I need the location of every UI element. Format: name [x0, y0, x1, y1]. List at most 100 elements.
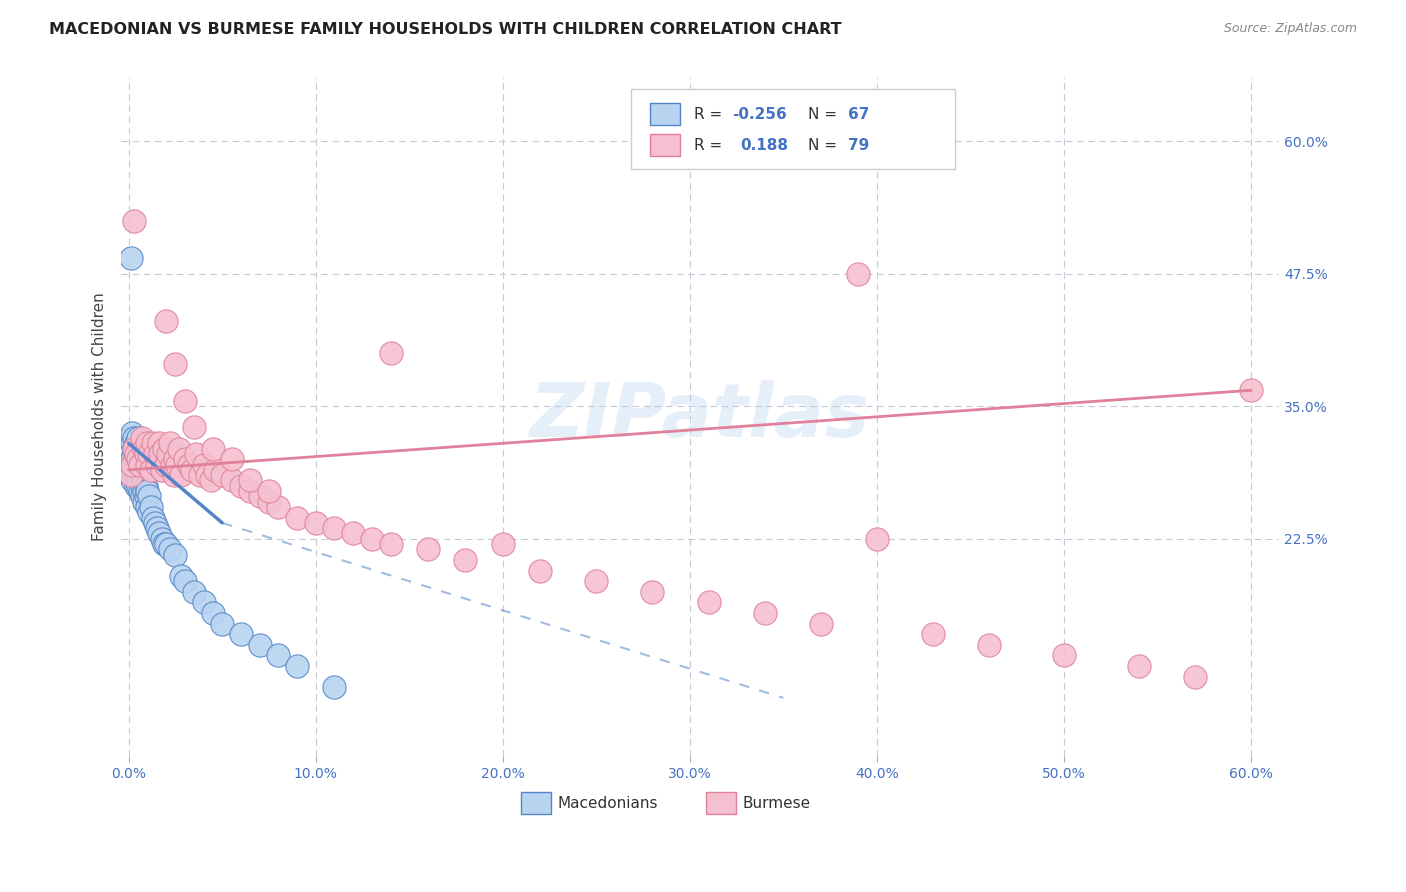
Point — [160, 458, 183, 472]
Point — [127, 431, 149, 445]
Point — [129, 458, 152, 472]
Point — [323, 521, 346, 535]
Point — [135, 447, 157, 461]
Point — [184, 447, 207, 461]
Point — [221, 452, 243, 467]
Text: ZIPatlas: ZIPatlas — [530, 380, 870, 453]
Point — [866, 532, 889, 546]
FancyBboxPatch shape — [631, 89, 955, 169]
Point — [153, 442, 176, 456]
Point — [125, 479, 148, 493]
Point — [121, 436, 143, 450]
Point — [257, 494, 280, 508]
Point — [492, 537, 515, 551]
Text: 0.188: 0.188 — [741, 137, 789, 153]
Point — [138, 447, 160, 461]
Point — [124, 458, 146, 472]
Point — [155, 458, 177, 472]
Point — [131, 479, 153, 493]
Point — [124, 458, 146, 472]
Point — [183, 420, 205, 434]
Point — [380, 537, 402, 551]
Point — [156, 447, 179, 461]
Point — [239, 484, 262, 499]
Point — [120, 431, 142, 445]
Point — [977, 638, 1000, 652]
Point — [132, 484, 155, 499]
Point — [159, 436, 181, 450]
Point — [416, 542, 439, 557]
Point — [267, 500, 290, 514]
Point — [145, 458, 167, 472]
Point — [121, 452, 143, 467]
Point — [124, 431, 146, 445]
Point — [249, 638, 271, 652]
Point — [138, 505, 160, 519]
Point — [173, 574, 195, 589]
Point — [124, 442, 146, 456]
Point — [127, 442, 149, 456]
Point — [380, 346, 402, 360]
Point — [153, 537, 176, 551]
Point — [165, 357, 187, 371]
Point — [124, 442, 146, 456]
Point — [121, 474, 143, 488]
Point — [183, 584, 205, 599]
Point — [127, 468, 149, 483]
Point — [127, 463, 149, 477]
Y-axis label: Family Households with Children: Family Households with Children — [93, 293, 107, 541]
Point — [143, 516, 166, 530]
Point — [150, 463, 173, 477]
Point — [1333, 532, 1355, 546]
Point — [136, 484, 159, 499]
Point — [285, 510, 308, 524]
Point — [155, 537, 177, 551]
Point — [121, 425, 143, 440]
Point — [120, 468, 142, 483]
Point — [131, 489, 153, 503]
Point — [193, 595, 215, 609]
Point — [148, 526, 170, 541]
Point — [454, 553, 477, 567]
Point — [1184, 670, 1206, 684]
Point — [754, 606, 776, 620]
Point — [249, 489, 271, 503]
Point — [135, 489, 157, 503]
Point — [285, 659, 308, 673]
Point — [149, 447, 172, 461]
Point — [124, 442, 146, 456]
Point — [221, 474, 243, 488]
Point — [165, 548, 187, 562]
Point — [529, 564, 551, 578]
Point — [125, 468, 148, 483]
Point — [127, 458, 149, 472]
Point — [229, 479, 252, 493]
Point — [1128, 659, 1150, 673]
Point — [810, 616, 832, 631]
Point — [177, 458, 200, 472]
Point — [173, 393, 195, 408]
Text: Source: ZipAtlas.com: Source: ZipAtlas.com — [1223, 22, 1357, 36]
Point — [697, 595, 720, 609]
Point — [173, 452, 195, 467]
Text: 79: 79 — [848, 137, 869, 153]
Point — [181, 463, 204, 477]
Point — [150, 532, 173, 546]
Point — [127, 452, 149, 467]
Point — [201, 606, 224, 620]
Point — [360, 532, 382, 546]
Point — [136, 458, 159, 472]
Point — [229, 627, 252, 641]
Point — [125, 447, 148, 461]
Point — [120, 463, 142, 477]
Point — [131, 431, 153, 445]
Point — [204, 463, 226, 477]
Point — [267, 648, 290, 663]
Point — [129, 484, 152, 499]
Point — [211, 468, 233, 483]
Point — [125, 436, 148, 450]
Point — [127, 479, 149, 493]
Point — [323, 680, 346, 694]
FancyBboxPatch shape — [520, 792, 551, 814]
Point — [135, 479, 157, 493]
